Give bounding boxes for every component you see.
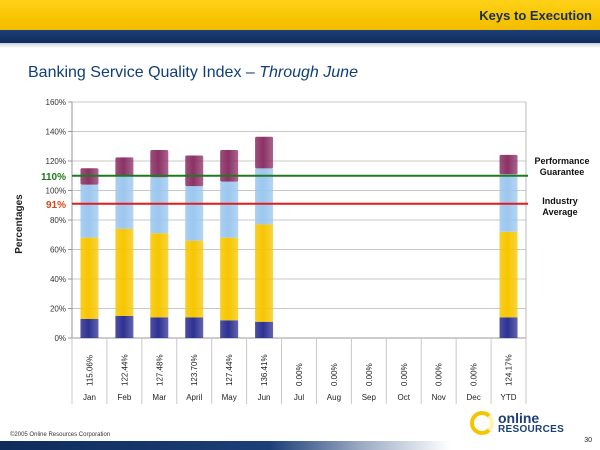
category-label: YTD: [501, 393, 517, 402]
bar-segment-mar-2: [150, 233, 169, 318]
total-label: 124.17%: [505, 354, 514, 386]
y-tick-label: 60%: [50, 246, 66, 255]
y-tick-label: 20%: [50, 305, 66, 314]
company-logo: online RESOURCES: [470, 411, 580, 441]
logo-ring-icon: [470, 411, 494, 435]
y-tick-label: 120%: [46, 157, 66, 166]
bar-segment-feb-1: [115, 315, 134, 338]
total-label: 136.41%: [260, 354, 269, 386]
bar-segment-april-3: [185, 186, 204, 241]
category-label: Dec: [466, 393, 480, 402]
slide-title-italic: Through June: [259, 64, 358, 81]
header-stripe: [0, 30, 600, 43]
y-tick-label: 160%: [46, 98, 66, 107]
total-label: 0.00%: [470, 363, 479, 386]
category-label: Jan: [83, 393, 96, 402]
total-label: 0.00%: [400, 363, 409, 386]
bar-segment-april-4: [185, 155, 204, 187]
bar-segment-jun-4: [255, 136, 274, 169]
copyright-text: ©2005 Online Resources Corporation: [10, 432, 111, 438]
bar-segment-mar-4: [150, 149, 169, 178]
bar-segment-mar-1: [150, 317, 169, 338]
y-axis-label: Percentages: [14, 194, 25, 254]
slide-title-main: Banking Service Quality Index –: [28, 64, 260, 81]
y-tick-label: 40%: [50, 275, 66, 284]
bar-segment-ytd-4: [499, 154, 518, 175]
reference-value-label: 110%: [41, 172, 66, 183]
bar-segment-jun-3: [255, 168, 274, 225]
reference-legend-text: Performance: [534, 156, 589, 166]
category-label: May: [222, 393, 237, 402]
reference-value-label: 91%: [46, 200, 66, 211]
bar-segment-jan-1: [80, 318, 99, 338]
y-tick-label: 100%: [46, 187, 66, 196]
category-label: Mar: [152, 393, 166, 402]
bar-segment-may-1: [220, 320, 239, 338]
bar-segment-ytd-2: [499, 231, 518, 318]
bar-segment-may-3: [220, 181, 239, 238]
bar-segment-feb-4: [115, 157, 134, 176]
reference-legend-text: Average: [542, 207, 577, 217]
total-label: 0.00%: [295, 363, 304, 386]
bar-segment-feb-3: [115, 175, 134, 229]
y-tick-label: 0%: [54, 334, 66, 343]
bar-segment-may-2: [220, 237, 239, 321]
bar-segment-jan-3: [80, 184, 99, 238]
total-label: 127.48%: [155, 354, 164, 386]
header-shadow: [0, 43, 600, 48]
total-label: 122.44%: [120, 354, 129, 386]
section-title: Keys to Execution: [479, 8, 592, 23]
bar-segment-mar-3: [150, 177, 169, 234]
category-label: Nov: [432, 393, 446, 402]
page-number: 30: [584, 437, 592, 444]
total-label: 0.00%: [365, 363, 374, 386]
category-label: Feb: [117, 393, 131, 402]
bar-segment-april-1: [185, 317, 204, 338]
total-label: 127.44%: [225, 354, 234, 386]
bar-segment-feb-2: [115, 228, 134, 316]
slide-title: Banking Service Quality Index – Through …: [28, 64, 358, 82]
total-label: 123.70%: [190, 354, 199, 386]
bar-segment-jun-2: [255, 224, 274, 322]
total-label: 0.00%: [435, 363, 444, 386]
header-band: [0, 0, 600, 30]
category-label: Aug: [327, 393, 341, 402]
category-label: April: [186, 393, 202, 402]
logo-line1: online: [498, 410, 540, 426]
category-label: Oct: [398, 393, 411, 402]
footer-band: [0, 441, 600, 450]
category-label: Jun: [258, 393, 271, 402]
bar-segment-april-2: [185, 240, 204, 318]
category-label: Jul: [294, 393, 304, 402]
total-label: 115.06%: [85, 355, 94, 386]
bar-segment-jun-1: [255, 321, 274, 338]
total-label: 0.00%: [330, 363, 339, 386]
bar-segment-may-4: [220, 150, 239, 182]
reference-legend-text: Guarantee: [540, 167, 585, 177]
bar-segment-ytd-1: [499, 317, 518, 338]
reference-legend-text: Industry: [542, 196, 578, 206]
y-tick-label: 140%: [46, 128, 66, 137]
bar-segment-jan-2: [80, 237, 99, 319]
logo-line2: RESOURCES: [498, 424, 565, 435]
category-label: Sep: [362, 393, 377, 402]
y-tick-label: 80%: [50, 216, 66, 225]
